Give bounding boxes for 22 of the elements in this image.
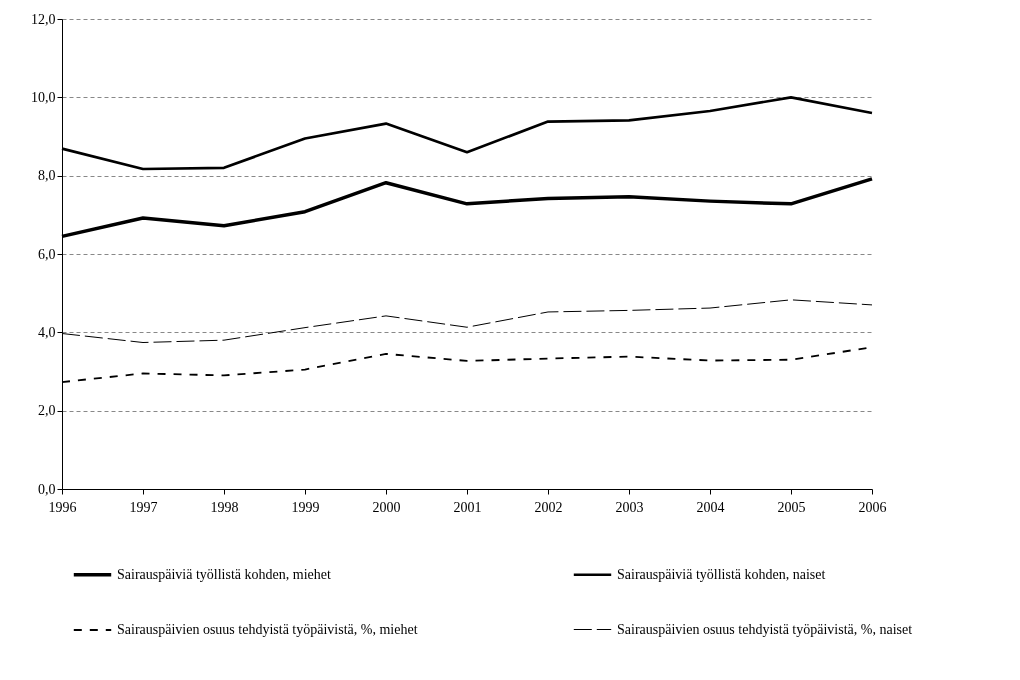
x-tick-label: 1999 xyxy=(291,499,320,515)
x-tick-label: 2005 xyxy=(777,499,806,515)
legend-label: Sairauspäivien osuus tehdyistä työpäivistä, %, miehet xyxy=(117,622,418,637)
legend-label: Sairauspäiviä työllistä kohden, miehet xyxy=(117,566,331,582)
x-tick-label: 2001 xyxy=(453,499,482,515)
x-tick-label: 1997 xyxy=(129,499,158,515)
y-tick-label: 12,0 xyxy=(31,11,56,27)
x-tick-label: 2003 xyxy=(615,499,644,515)
legend-label: Sairauspäiviä työllistä kohden, naiset xyxy=(617,566,826,582)
y-tick-label: 8,0 xyxy=(38,168,56,184)
x-tick-label: 2002 xyxy=(534,499,563,515)
y-tick-label: 4,0 xyxy=(38,324,56,340)
x-tick-label: 1998 xyxy=(210,499,239,515)
x-tick-label: 2006 xyxy=(858,499,887,515)
x-tick-label: 2000 xyxy=(372,499,401,515)
y-tick-label: 0,0 xyxy=(38,481,56,497)
y-tick-label: 10,0 xyxy=(31,89,56,105)
y-tick-label: 2,0 xyxy=(38,403,56,419)
y-tick-label: 6,0 xyxy=(38,246,56,262)
x-tick-label: 2004 xyxy=(696,499,725,515)
x-tick-label: 1996 xyxy=(48,499,77,515)
legend-label: Sairauspäivien osuus tehdyistä työpäivistä, %, naiset xyxy=(617,621,913,637)
